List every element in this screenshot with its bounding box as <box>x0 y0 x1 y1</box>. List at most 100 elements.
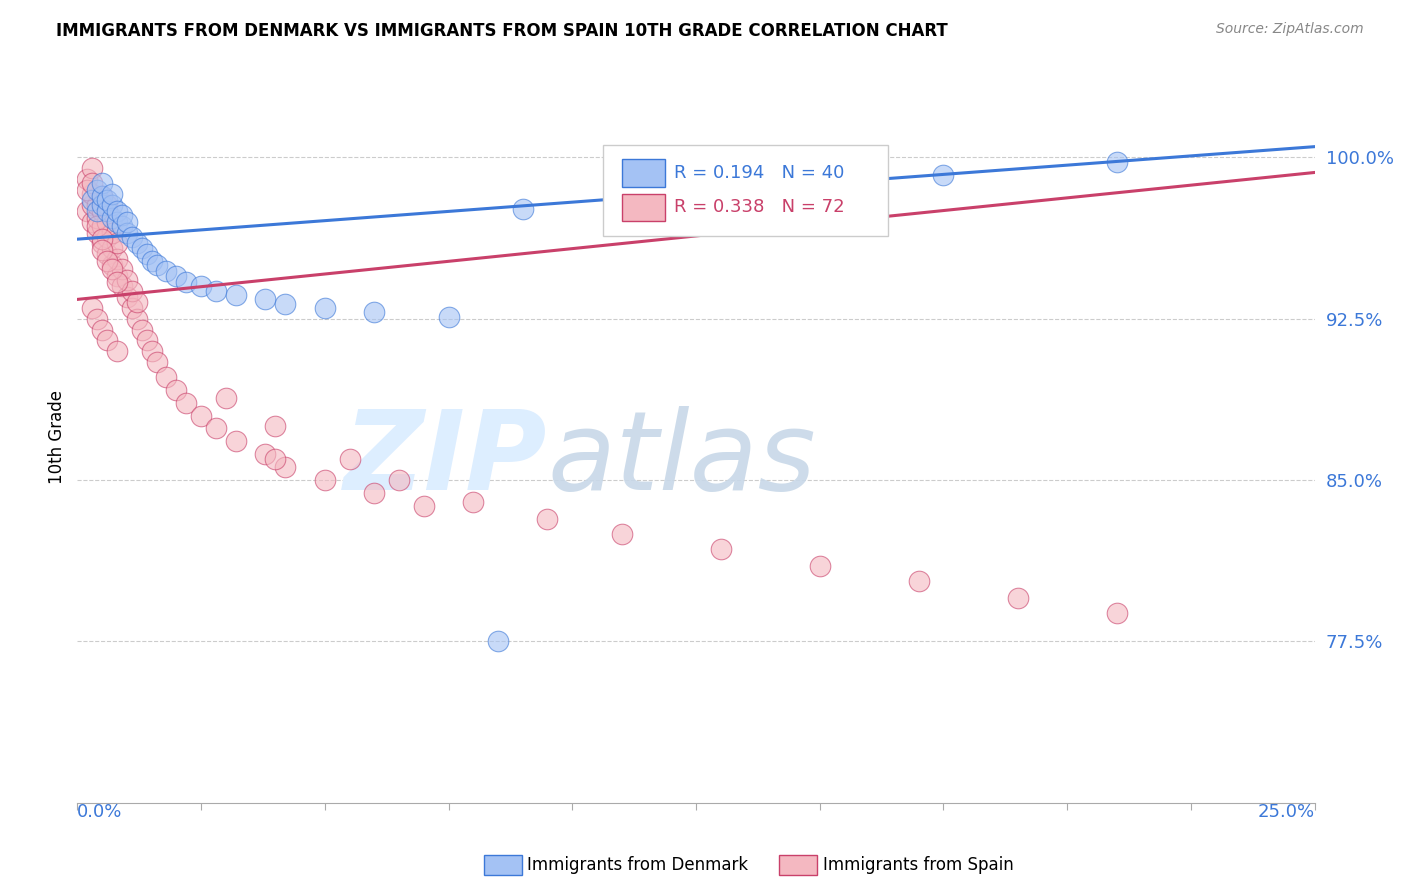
Point <box>135 247 157 261</box>
Point <box>314 301 336 315</box>
Text: ZIP: ZIP <box>344 406 547 513</box>
Point <box>165 268 187 283</box>
Point <box>91 176 114 190</box>
Point <box>1105 154 1128 169</box>
Point <box>101 198 124 212</box>
Point <box>314 473 336 487</box>
Point <box>82 215 104 229</box>
Point <box>101 186 124 201</box>
Point <box>101 258 124 272</box>
Point <box>115 290 138 304</box>
Point <box>1007 591 1029 606</box>
Point <box>86 198 108 212</box>
Point <box>111 219 134 234</box>
Point <box>205 284 228 298</box>
Text: 0.0%: 0.0% <box>77 803 122 821</box>
Point <box>86 219 108 234</box>
Point <box>96 198 118 212</box>
Point <box>190 409 212 423</box>
Point <box>274 296 297 310</box>
Point <box>96 253 118 268</box>
Point <box>105 204 128 219</box>
Point <box>205 421 228 435</box>
Text: atlas: atlas <box>547 406 815 513</box>
Point <box>363 486 385 500</box>
Point <box>86 204 108 219</box>
Point <box>145 258 167 272</box>
Point <box>96 204 118 219</box>
Y-axis label: 10th Grade: 10th Grade <box>48 390 66 484</box>
Point <box>111 209 134 223</box>
Point <box>105 236 128 251</box>
Point <box>710 541 733 556</box>
Point <box>190 279 212 293</box>
Point <box>111 279 134 293</box>
Point <box>105 252 128 266</box>
Point <box>91 243 114 257</box>
Point <box>91 219 114 234</box>
Point <box>82 186 104 201</box>
Text: R = 0.338   N = 72: R = 0.338 N = 72 <box>673 198 845 217</box>
Point <box>82 176 104 190</box>
Point <box>101 211 124 225</box>
Point <box>86 211 108 225</box>
Text: 25.0%: 25.0% <box>1257 803 1315 821</box>
Point <box>437 310 460 324</box>
Point <box>105 344 128 359</box>
FancyBboxPatch shape <box>603 145 887 235</box>
Point <box>115 215 138 229</box>
Point <box>274 460 297 475</box>
Text: Immigrants from Denmark: Immigrants from Denmark <box>527 856 748 874</box>
Point <box>82 194 104 208</box>
Point <box>165 383 187 397</box>
Point <box>96 247 118 261</box>
Point <box>141 253 163 268</box>
Point <box>91 189 114 203</box>
Point <box>101 241 124 255</box>
Point <box>105 268 128 283</box>
Point <box>101 226 124 240</box>
Point <box>115 226 138 240</box>
Point <box>96 230 118 244</box>
Point <box>486 634 509 648</box>
Point <box>339 451 361 466</box>
Bar <box>621 159 665 187</box>
Point <box>512 202 534 216</box>
Point <box>101 262 124 277</box>
Point <box>363 305 385 319</box>
Point <box>225 434 247 449</box>
Point <box>254 447 277 461</box>
Point <box>215 392 238 406</box>
Point <box>254 293 277 307</box>
Text: IMMIGRANTS FROM DENMARK VS IMMIGRANTS FROM SPAIN 10TH GRADE CORRELATION CHART: IMMIGRANTS FROM DENMARK VS IMMIGRANTS FR… <box>56 22 948 40</box>
Point <box>96 194 118 208</box>
Point <box>135 333 157 347</box>
Point <box>155 264 177 278</box>
Point <box>463 494 485 508</box>
Point <box>82 198 104 212</box>
Point <box>412 499 434 513</box>
Point <box>610 527 633 541</box>
Point <box>932 168 955 182</box>
Point <box>121 301 143 315</box>
Point <box>145 355 167 369</box>
Point <box>264 451 287 466</box>
Point <box>96 215 118 229</box>
Point <box>131 322 153 336</box>
Point <box>91 198 114 212</box>
Point <box>86 183 108 197</box>
Point <box>121 284 143 298</box>
Text: R = 0.194   N = 40: R = 0.194 N = 40 <box>673 164 844 182</box>
Point <box>808 559 831 574</box>
Point <box>1105 607 1128 621</box>
Point <box>86 311 108 326</box>
Point <box>759 183 782 197</box>
Point <box>96 333 118 347</box>
Point <box>907 574 929 589</box>
Point <box>105 275 128 289</box>
Point <box>155 369 177 384</box>
Point <box>115 273 138 287</box>
Point <box>91 236 114 251</box>
Point <box>86 226 108 240</box>
Point <box>91 189 114 203</box>
